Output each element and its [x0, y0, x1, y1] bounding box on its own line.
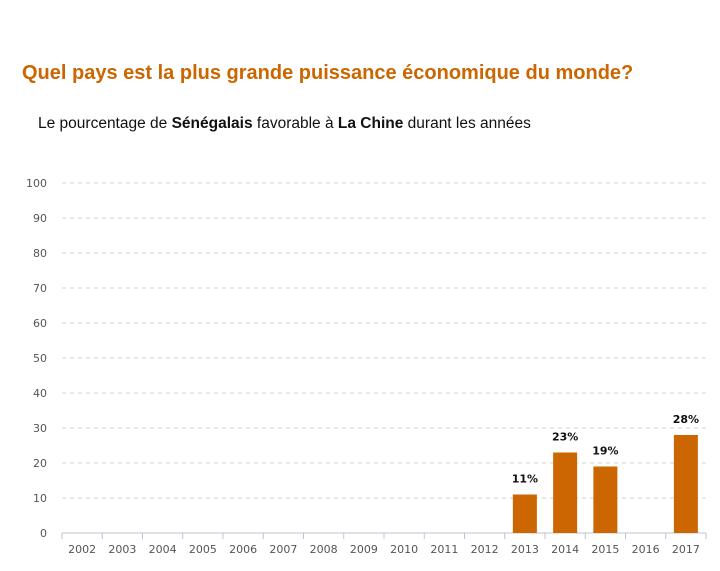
- x-tick-label: 2002: [68, 543, 96, 556]
- x-tick-label: 2007: [269, 543, 297, 556]
- subtitle-part: favorable à: [252, 115, 338, 132]
- data-label: 11%: [512, 473, 538, 486]
- y-tick-label: 100: [26, 177, 47, 190]
- subtitle-target: La Chine: [337, 115, 404, 132]
- y-tick-label: 20: [33, 457, 47, 470]
- y-tick-label: 90: [33, 212, 47, 225]
- chart-subtitle: Le pourcentage de Sénégalais favorable à…: [38, 115, 531, 133]
- y-tick-label: 40: [33, 387, 47, 400]
- y-tick-label: 10: [33, 492, 47, 505]
- y-tick-label: 60: [33, 317, 47, 330]
- x-tick-label: 2017: [672, 543, 700, 556]
- x-tick-label: 2015: [591, 543, 619, 556]
- x-tick-label: 2016: [632, 543, 660, 556]
- x-tick-label: 2008: [310, 543, 338, 556]
- y-tick-label: 0: [40, 527, 47, 540]
- subtitle-part: Le pourcentage de: [38, 115, 172, 132]
- data-label: 28%: [673, 413, 699, 426]
- x-tick-label: 2011: [430, 543, 458, 556]
- y-tick-label: 30: [33, 422, 47, 435]
- data-label: 23%: [552, 431, 578, 444]
- subtitle-country: Sénégalais: [171, 115, 253, 132]
- x-tick-label: 2013: [511, 543, 539, 556]
- x-tick-label: 2014: [551, 543, 579, 556]
- x-tick-label: 2009: [350, 543, 378, 556]
- bar: [673, 435, 698, 533]
- bar: [512, 494, 537, 533]
- y-tick-label: 80: [33, 247, 47, 260]
- bar: [593, 466, 618, 533]
- x-tick-label: 2003: [108, 543, 136, 556]
- y-tick-label: 70: [33, 282, 47, 295]
- y-tick-label: 50: [33, 352, 47, 365]
- subtitle-part: durant les années: [403, 115, 531, 132]
- bar: [553, 452, 578, 533]
- x-tick-label: 2010: [390, 543, 418, 556]
- chart-title: Quel pays est la plus grande puissance é…: [22, 62, 634, 84]
- x-tick-label: 2012: [471, 543, 499, 556]
- x-tick-label: 2004: [149, 543, 177, 556]
- data-label: 19%: [592, 445, 618, 458]
- x-tick-label: 2005: [189, 543, 217, 556]
- x-tick-label: 2006: [229, 543, 257, 556]
